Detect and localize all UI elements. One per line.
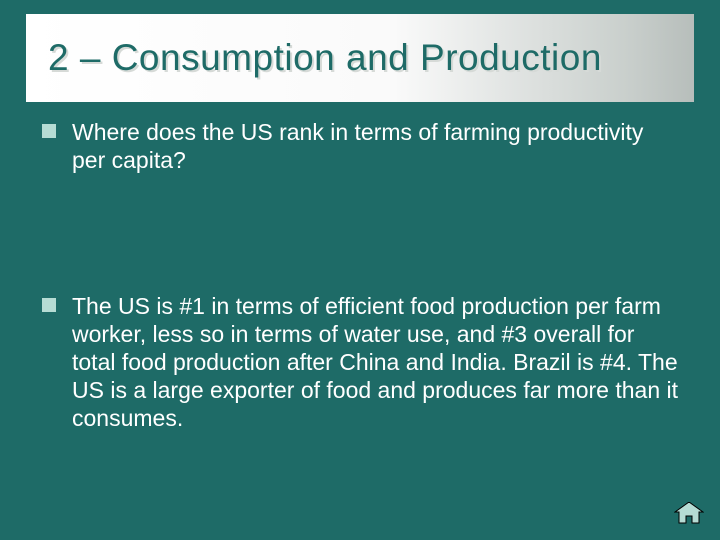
slide-title: 2 – Consumption and Production	[48, 37, 602, 79]
bullet-item: Where does the US rank in terms of farmi…	[42, 118, 682, 174]
bullet-text: Where does the US rank in terms of farmi…	[72, 118, 682, 174]
bullet-text: The US is #1 in terms of efficient food …	[72, 292, 682, 432]
square-bullet-icon	[42, 298, 56, 312]
bullet-item: The US is #1 in terms of efficient food …	[42, 292, 682, 432]
title-box: 2 – Consumption and Production	[26, 14, 694, 102]
home-icon[interactable]	[674, 502, 704, 524]
square-bullet-icon	[42, 124, 56, 138]
slide-content: Where does the US rank in terms of farmi…	[42, 118, 682, 432]
